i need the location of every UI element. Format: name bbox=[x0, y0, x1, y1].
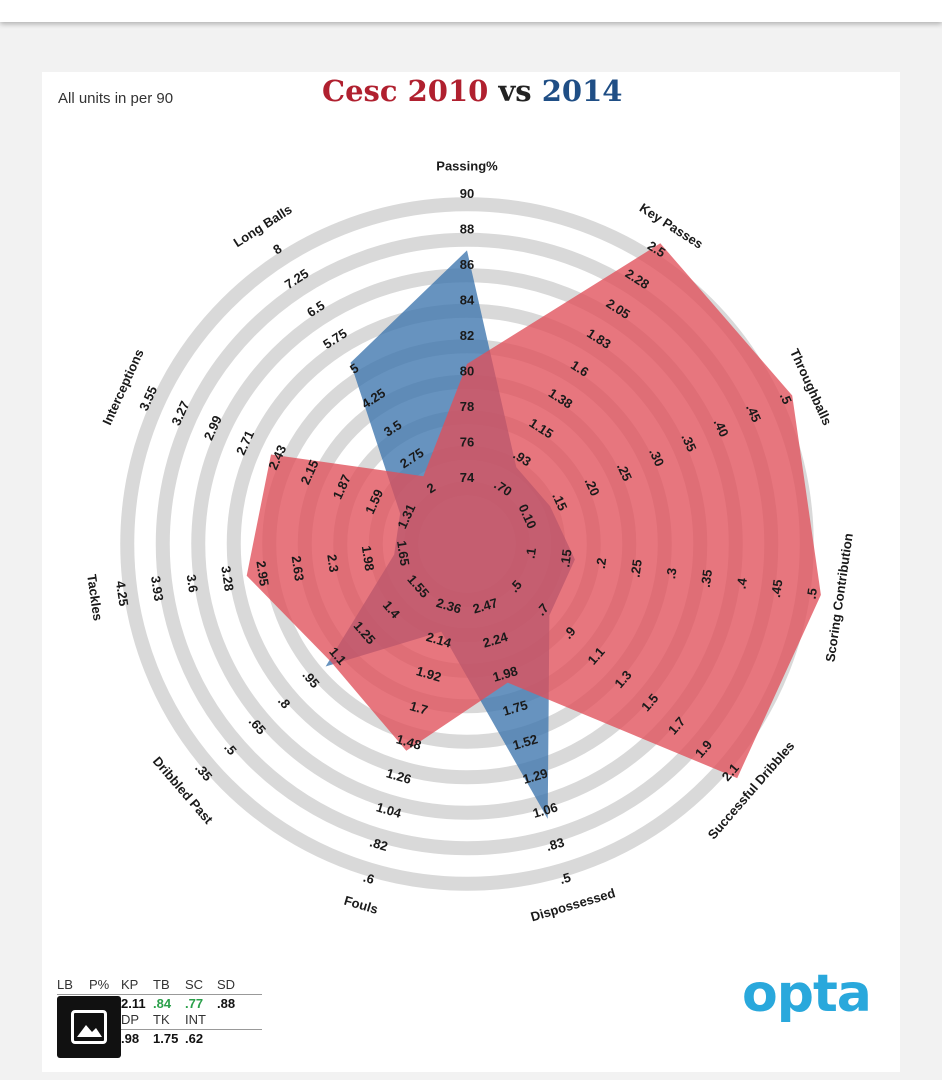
tick-label: .82 bbox=[368, 835, 390, 854]
tick-label: 3.6 bbox=[184, 573, 201, 593]
tick-label: .45 bbox=[768, 579, 785, 599]
axis-name-label: Long Balls bbox=[231, 202, 295, 251]
tick-label: .2 bbox=[593, 557, 609, 570]
axis-name-label: Dispossessed bbox=[529, 885, 617, 924]
series-2010-area bbox=[246, 243, 821, 779]
tick-label: .20 bbox=[582, 476, 603, 499]
stat-value: .84 bbox=[153, 996, 172, 1011]
stat-header: SD bbox=[217, 977, 236, 992]
tick-label: 3.93 bbox=[148, 575, 166, 602]
chart-title: Cesc 2010 vs 2014 bbox=[322, 74, 622, 108]
tick-label: .15 bbox=[549, 490, 570, 513]
tick-label: 86 bbox=[460, 257, 474, 272]
tick-label: .35 bbox=[698, 568, 715, 588]
axis-name-label: Key Passes bbox=[637, 200, 706, 252]
axis-name-label: Scoring Contribution bbox=[822, 532, 855, 663]
tick-label: .25 bbox=[627, 558, 644, 578]
tick-label: .1 bbox=[523, 547, 539, 560]
tick-label: 1.7 bbox=[408, 698, 430, 717]
axis-name-label: Interceptions bbox=[99, 347, 146, 427]
axis-name-label: Tackles bbox=[84, 573, 106, 621]
tick-label: 2.63 bbox=[289, 555, 307, 582]
stat-value: .62 bbox=[185, 1031, 204, 1046]
tick-label: 1.92 bbox=[415, 663, 444, 685]
mountain-icon bbox=[77, 1025, 102, 1037]
tick-label: 4.25 bbox=[113, 580, 131, 607]
tick-label: 1.75 bbox=[501, 697, 530, 719]
stats-row1-values: 2.11 .84 .77 .88 bbox=[57, 996, 267, 1012]
tick-label: 74 bbox=[460, 470, 475, 485]
tick-label: 76 bbox=[460, 434, 474, 449]
tick-label: .35 bbox=[678, 431, 699, 454]
stats-row2-headers: DP TK INT bbox=[57, 1012, 267, 1028]
title-vs: vs bbox=[498, 74, 532, 108]
tick-label: 2.36 bbox=[435, 595, 464, 617]
title-2010: Cesc 2010 bbox=[322, 74, 489, 108]
tick-label: 1.65 bbox=[394, 540, 412, 567]
stat-header: INT bbox=[185, 1012, 206, 1027]
axis-name-label: Passing% bbox=[436, 158, 498, 173]
stats-row2-values: 9 .98 1.75 .62 bbox=[57, 1031, 267, 1047]
tick-label: .3 bbox=[663, 567, 679, 580]
units-note: All units in per 90 bbox=[58, 90, 174, 107]
stat-value: .77 bbox=[185, 996, 204, 1011]
chart-card: All units in per 90 Cesc 2010 vs 2014 74… bbox=[42, 72, 900, 1072]
stat-header: TK bbox=[153, 1012, 170, 1027]
stat-header: TB bbox=[153, 977, 170, 992]
tick-label: 2.24 bbox=[481, 629, 510, 651]
tick-label: .5 bbox=[804, 587, 820, 600]
image-placeholder-icon[interactable] bbox=[57, 996, 121, 1058]
tick-label: .40 bbox=[711, 417, 732, 440]
tick-label: .5 bbox=[558, 870, 573, 887]
tick-label: 2.47 bbox=[471, 595, 500, 617]
tick-label: 3.28 bbox=[218, 565, 236, 592]
stats-divider bbox=[57, 994, 262, 995]
tick-label: .30 bbox=[646, 446, 667, 469]
tick-label: 82 bbox=[460, 328, 474, 343]
stat-value: 2.11 bbox=[121, 996, 146, 1011]
tick-label: 1.04 bbox=[375, 799, 404, 821]
tick-label: 84 bbox=[460, 292, 475, 307]
tick-label: .4 bbox=[733, 576, 750, 590]
top-bar bbox=[0, 0, 942, 22]
tick-label: .45 bbox=[743, 402, 764, 425]
tick-label: 1.48 bbox=[395, 731, 424, 753]
tick-label: 1.98 bbox=[491, 663, 520, 685]
stat-value: .88 bbox=[217, 996, 236, 1011]
stat-header: SC bbox=[185, 977, 204, 992]
tick-label: 1.26 bbox=[385, 765, 414, 787]
stats-divider bbox=[57, 1029, 262, 1030]
tick-label: 88 bbox=[460, 221, 474, 236]
tick-label: 2.95 bbox=[253, 560, 271, 587]
tick-label: 80 bbox=[460, 363, 474, 378]
stats-table: LB P% KP TB SC SD 2.11 .84 .77 .88 DP TK… bbox=[57, 977, 267, 1047]
tick-label: .15 bbox=[557, 548, 574, 568]
opta-logo: opta bbox=[742, 964, 872, 1024]
stat-header: LB bbox=[57, 977, 73, 992]
radar-chart: 747678808284868890Passing%.70.931.151.38… bbox=[84, 158, 856, 924]
tick-label: .6 bbox=[361, 870, 376, 887]
title-2014: 2014 bbox=[541, 74, 623, 108]
tick-label: 1.06 bbox=[531, 799, 560, 821]
stat-value: 1.75 bbox=[153, 1031, 179, 1046]
tick-label: 90 bbox=[460, 186, 474, 201]
tick-label: 2.14 bbox=[425, 629, 454, 651]
stat-value: .98 bbox=[121, 1031, 140, 1046]
stats-row1-headers: LB P% KP TB SC SD bbox=[57, 977, 267, 993]
tick-label: 1.52 bbox=[511, 731, 540, 753]
tick-label: .25 bbox=[614, 461, 635, 484]
stat-header: KP bbox=[121, 977, 139, 992]
tick-label: 78 bbox=[460, 399, 474, 414]
tick-label: 1.98 bbox=[359, 545, 377, 572]
stat-header: DP bbox=[121, 1012, 140, 1027]
image-frame bbox=[71, 1010, 107, 1044]
stat-header: P% bbox=[89, 977, 110, 992]
tick-label: .83 bbox=[544, 835, 566, 854]
tick-label: 2.3 bbox=[324, 553, 341, 573]
tick-label: 1.29 bbox=[521, 765, 550, 787]
axis-name-label: Fouls bbox=[342, 893, 379, 917]
